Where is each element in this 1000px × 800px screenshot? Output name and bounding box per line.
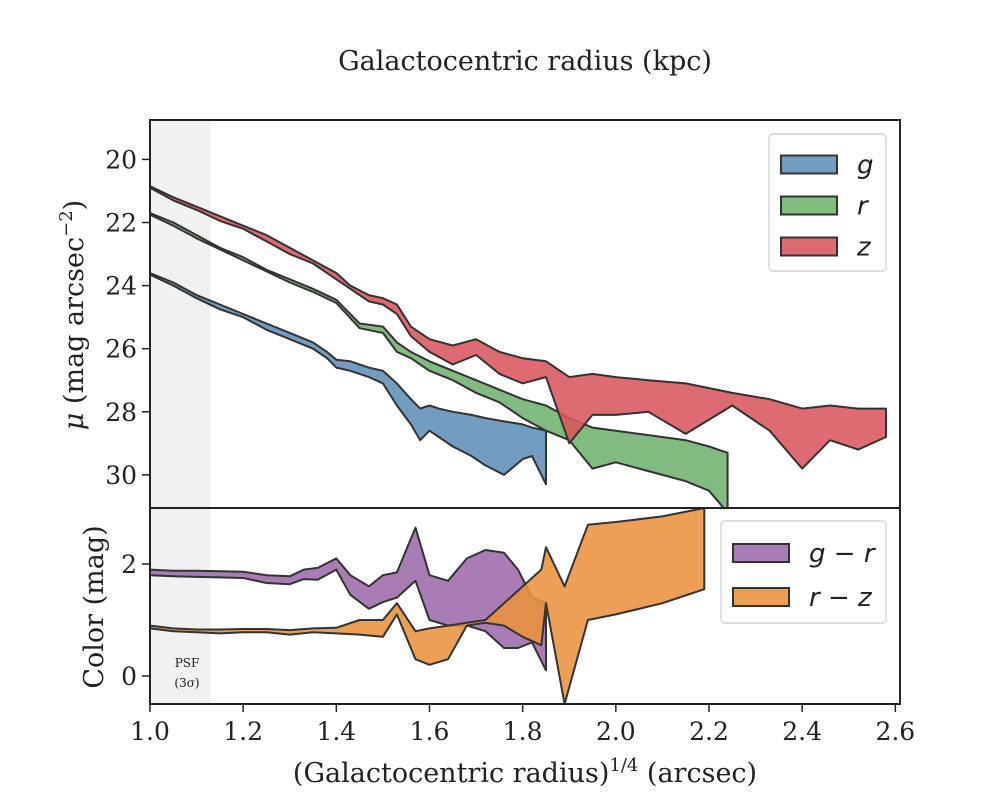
psf-sigma-label: (3σ) bbox=[174, 676, 199, 690]
legend-label: g bbox=[857, 151, 874, 181]
bottom-x-tick-label: 2.0 bbox=[596, 717, 636, 746]
legend-swatch bbox=[780, 236, 838, 257]
psf-label: PSF bbox=[175, 656, 200, 670]
legend-label: g − r bbox=[809, 539, 877, 569]
top-y-tick-label: 24 bbox=[105, 272, 137, 301]
legend-swatch bbox=[732, 543, 790, 563]
top-y-tick-label: 30 bbox=[105, 461, 137, 490]
bottom-x-tick-label: 2.2 bbox=[689, 717, 729, 746]
bottom-y-tick-label: 0 bbox=[121, 662, 137, 691]
bottom-panel-frame bbox=[149, 507, 901, 705]
band-gr bbox=[150, 526, 547, 672]
top-y-ticks: 20 22 24 26 28 30 bbox=[105, 145, 150, 490]
bottom-x-tick-label: 1.8 bbox=[503, 717, 543, 746]
band-rz bbox=[150, 508, 706, 704]
bottom-panel-series bbox=[150, 508, 706, 704]
bottom-x-tick-label: 1.2 bbox=[223, 717, 263, 746]
legend-label: z bbox=[856, 233, 872, 263]
top-y-tick-label: 20 bbox=[105, 145, 137, 174]
bottom-y-axis-label: Color (mag) bbox=[79, 525, 110, 688]
top-legend: grz bbox=[768, 133, 887, 272]
band-g bbox=[150, 272, 547, 486]
top-y-tick-label: 22 bbox=[105, 209, 137, 238]
top-y-tick-label: 28 bbox=[105, 398, 137, 427]
legend-swatch bbox=[732, 587, 790, 607]
top-y-axis-label: μ (mag arcsec−2) bbox=[56, 200, 90, 430]
top-y-tick-label: 26 bbox=[105, 335, 137, 364]
bottom-legend: g − r r − z bbox=[720, 520, 887, 624]
bottom-x-tick-label: 1.4 bbox=[316, 717, 356, 746]
bottom-x-ticks: 1.0 1.2 1.4 1.6 1.8 2.0 2.2 2.4 2.6 bbox=[130, 704, 915, 746]
psf-shaded-band bbox=[150, 120, 211, 704]
legend-swatch bbox=[780, 154, 838, 175]
legend-label: r bbox=[857, 192, 870, 222]
top-axis-label: Galactocentric radius (kpc) bbox=[338, 46, 712, 77]
bottom-x-axis-label: (Galactocentric radius)1/4 (arcsec) bbox=[293, 755, 757, 789]
bottom-x-tick-label: 2.6 bbox=[875, 717, 915, 746]
band-z bbox=[150, 185, 887, 470]
bottom-x-tick-label: 2.4 bbox=[782, 717, 822, 746]
legend-swatch bbox=[780, 195, 838, 216]
top-panel-series bbox=[150, 185, 887, 508]
band-r bbox=[150, 212, 729, 508]
bottom-y-tick-label: 2 bbox=[121, 550, 137, 579]
bottom-x-tick-label: 1.0 bbox=[130, 717, 170, 746]
legend-label: r − z bbox=[809, 583, 873, 613]
bottom-y-ticks: 02 bbox=[121, 550, 150, 691]
bottom-x-tick-label: 1.6 bbox=[410, 717, 450, 746]
